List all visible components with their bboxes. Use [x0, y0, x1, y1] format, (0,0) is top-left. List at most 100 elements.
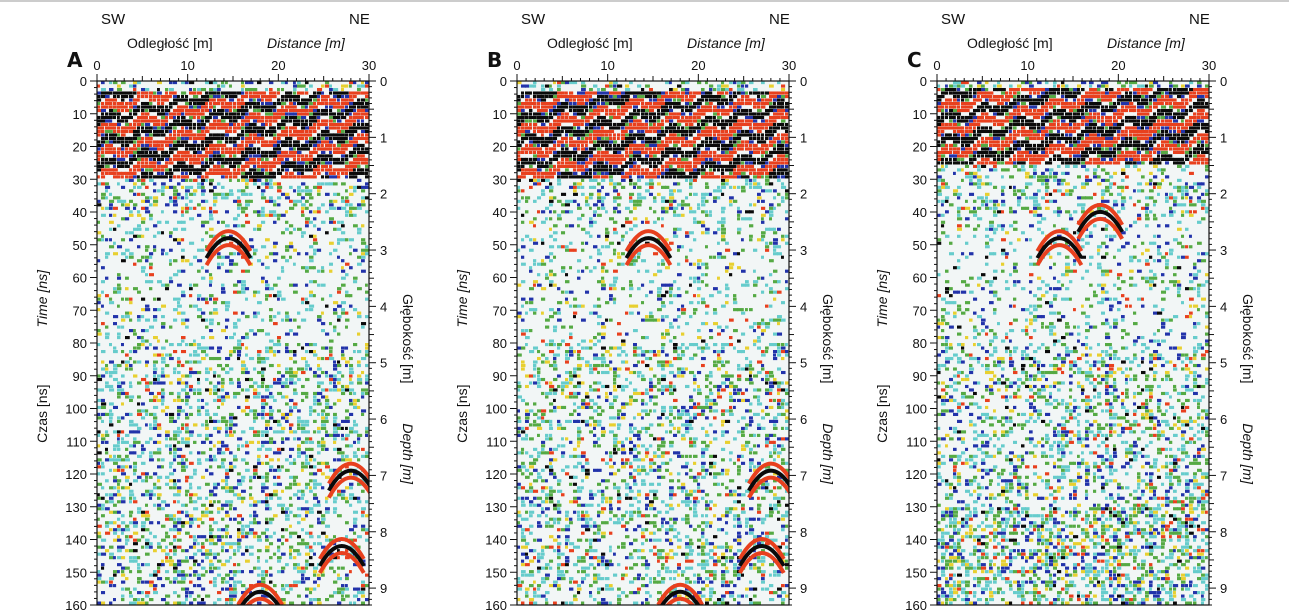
signal-cell [145, 165, 149, 168]
signal-cell [185, 437, 190, 440]
signal-cell [225, 105, 229, 108]
signal-cell [109, 193, 112, 196]
signal-cell [209, 280, 212, 283]
signal-cell [365, 196, 369, 199]
signal-cell [265, 402, 268, 405]
signal-cell [113, 532, 117, 535]
signal-cell [181, 525, 185, 528]
signal-cell [177, 105, 181, 108]
signal-cell [229, 556, 232, 559]
signal-cell [149, 217, 153, 220]
signal-cell [105, 158, 108, 161]
signal-cell [253, 294, 256, 297]
signal-cell [277, 392, 282, 395]
signal-cell [265, 158, 269, 161]
signal-cell [141, 179, 145, 182]
signal-cell [601, 95, 605, 98]
signal-cell [357, 84, 361, 87]
signal-cell [585, 105, 588, 108]
signal-cell [129, 214, 134, 217]
signal-cell [233, 312, 238, 315]
signal-cell [337, 567, 340, 570]
signal-cell [685, 88, 689, 91]
signal-cell [745, 95, 749, 98]
signal-cell [229, 577, 234, 580]
signal-cell [117, 430, 121, 433]
signal-cell [277, 88, 280, 91]
signal-cell [269, 518, 274, 521]
signal-cell [341, 84, 346, 87]
signal-cell [109, 469, 112, 472]
signal-cell [357, 434, 362, 437]
signal-cell [325, 126, 329, 129]
signal-cell [205, 158, 208, 161]
signal-cell [209, 312, 213, 315]
signal-cell [201, 165, 205, 168]
signal-cell [353, 455, 358, 458]
signal-cell [353, 126, 357, 129]
signal-cell [345, 172, 348, 175]
signal-cell [145, 329, 149, 332]
signal-cell [165, 130, 169, 133]
signal-cell [293, 249, 297, 252]
signal-cell [177, 137, 181, 140]
signal-cell [313, 465, 316, 468]
signal-cell [249, 137, 252, 140]
signal-cell [101, 175, 105, 178]
signal-cell [321, 409, 325, 412]
signal-cell [241, 364, 246, 367]
signal-cell [117, 486, 120, 489]
signal-cell [353, 497, 357, 500]
signal-cell [181, 172, 184, 175]
signal-cell [309, 367, 312, 370]
signal-cell [309, 158, 313, 161]
signal-cell [221, 291, 226, 294]
signal-cell [177, 595, 180, 598]
signal-cell [137, 158, 142, 161]
signal-cell [673, 95, 677, 98]
signal-cell [233, 175, 237, 178]
signal-cell [221, 388, 224, 391]
signal-cell [181, 168, 185, 171]
signal-cell [189, 525, 192, 528]
signal-cell [281, 413, 285, 416]
signal-cell [101, 553, 106, 556]
signal-cell [733, 91, 736, 94]
signal-cell [593, 98, 597, 101]
signal-cell [213, 458, 217, 461]
signal-cell [109, 298, 112, 301]
signal-cell [269, 308, 273, 311]
signal-cell [113, 371, 117, 374]
signal-cell [221, 256, 225, 259]
signal-cell [189, 476, 193, 479]
signal-cell [137, 291, 141, 294]
signal-cell [201, 133, 206, 136]
signal-cell [313, 147, 316, 150]
signal-cell [209, 346, 214, 349]
signal-cell [133, 598, 137, 601]
signal-cell [157, 486, 161, 489]
signal-cell [345, 346, 348, 349]
signal-cell [265, 214, 269, 217]
signal-cell [773, 102, 776, 105]
depth-axis-title-en: Depth [m] [400, 423, 416, 485]
signal-cell [285, 591, 290, 594]
signal-cell [297, 570, 301, 573]
signal-cell [109, 577, 114, 580]
signal-cell [213, 542, 218, 545]
signal-cell [229, 336, 234, 339]
signal-cell [185, 193, 188, 196]
signal-cell [117, 119, 121, 122]
signal-cell [541, 95, 545, 98]
signal-cell [301, 116, 306, 119]
signal-cell [233, 570, 237, 573]
signal-cell [173, 371, 176, 374]
signal-cell [177, 528, 182, 531]
signal-cell [189, 388, 192, 391]
signal-cell [709, 91, 712, 94]
signal-cell [217, 528, 221, 531]
signal-cell [265, 298, 268, 301]
signal-cell [769, 102, 773, 105]
signal-cell [357, 399, 360, 402]
